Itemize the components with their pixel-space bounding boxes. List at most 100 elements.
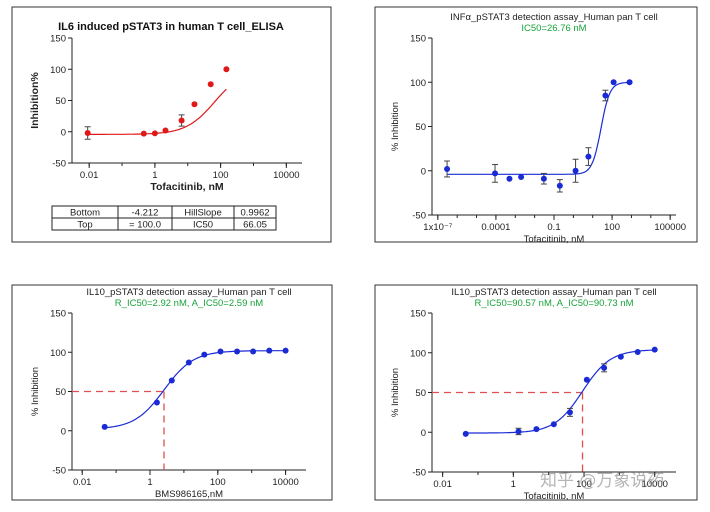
x-axis-label: Tofacitinib, nM	[524, 234, 585, 245]
y-tick-label: 50	[415, 122, 426, 133]
table-cell: 0.9962	[240, 208, 269, 219]
chart-p1: IL6 induced pSTAT3 in human T cell_ELISA…	[29, 21, 302, 231]
table-cell: = 100.0	[129, 220, 161, 231]
data-point	[282, 347, 289, 354]
y-tick-label: 150	[50, 309, 66, 320]
data-point	[153, 399, 160, 406]
y-tick-label: 100	[50, 65, 66, 76]
x-tick-label: 10000	[642, 479, 668, 490]
data-point	[84, 130, 91, 136]
x-tick-label: 100	[213, 170, 229, 181]
chart-subtitle: R_IC50=2.92 nM, A_IC50=2.59 nM	[115, 298, 263, 309]
data-point	[533, 426, 540, 433]
panel-1-frame	[11, 6, 332, 243]
x-tick-label: 1x10⁻⁷	[423, 222, 453, 233]
x-tick-label: 1	[511, 479, 516, 490]
data-point	[234, 348, 241, 355]
data-point	[444, 165, 451, 172]
x-tick-label: 10000	[273, 170, 299, 181]
y-axis-label: Inhibition%	[29, 72, 41, 129]
fit-curve	[447, 81, 630, 175]
data-point	[140, 130, 147, 137]
x-axis-label: Tofacitinib, nM	[524, 491, 585, 502]
y-tick-label: 150	[50, 34, 66, 45]
table-cell: Top	[77, 220, 92, 231]
data-point	[178, 117, 185, 124]
y-tick-label: 150	[410, 34, 426, 45]
table-cell: -4.212	[132, 208, 159, 219]
chart-p3: IL10_pSTAT3 detection assay_Human pan T …	[30, 287, 306, 500]
x-axis-label: BMS986165,nM	[155, 489, 223, 500]
y-tick-label: 0	[421, 166, 426, 177]
x-tick-label: 0.1	[547, 222, 560, 233]
x-tick-label: 100000	[654, 222, 686, 233]
data-point	[462, 430, 469, 437]
y-tick-label: 100	[410, 78, 426, 89]
y-axis-label: % Inhibition	[390, 102, 401, 151]
table-cell: Bottom	[70, 208, 100, 219]
data-point	[162, 127, 169, 134]
data-point	[540, 175, 547, 182]
watermark-text: 知乎 @万象说药	[540, 471, 665, 491]
data-point	[601, 364, 608, 371]
data-point	[506, 175, 513, 182]
y-tick-label: 50	[415, 388, 426, 399]
y-tick-label: 100	[50, 348, 66, 359]
data-point	[515, 428, 522, 435]
data-point	[566, 409, 573, 416]
data-point	[101, 423, 108, 430]
chart-p4: IL10_pSTAT3 detection assay_Human pan T …	[390, 287, 676, 502]
x-tick-label: 0.0001	[481, 222, 510, 233]
data-point	[610, 79, 617, 86]
data-point	[626, 79, 633, 86]
x-tick-label: 0.01	[80, 170, 99, 181]
y-tick-label: 150	[410, 309, 426, 320]
y-tick-label: -50	[412, 211, 426, 222]
data-point	[266, 347, 273, 354]
table-cell: IC50	[193, 220, 213, 231]
data-point	[223, 66, 230, 73]
data-point	[201, 351, 208, 358]
data-point	[634, 348, 641, 355]
chart-title: IL10_pSTAT3 detection assay_Human pan T …	[86, 287, 291, 298]
table-cell: HillSlope	[184, 208, 222, 219]
y-axis-label: % Inhibition	[390, 368, 401, 417]
panel-3-frame	[11, 284, 333, 501]
data-point	[250, 348, 257, 355]
data-point	[217, 348, 224, 355]
x-tick-label: 1	[147, 477, 152, 488]
data-point	[651, 346, 658, 353]
y-tick-label: 50	[55, 96, 66, 107]
chart-title: IL10_pSTAT3 detection assay_Human pan T …	[451, 287, 656, 298]
x-tick-label: 0.01	[433, 479, 452, 490]
data-point	[185, 359, 192, 366]
x-tick-label: 100	[210, 477, 226, 488]
y-tick-label: -50	[52, 159, 66, 170]
panel-2-frame	[374, 6, 698, 243]
x-tick-label: 0.01	[73, 477, 92, 488]
data-point	[550, 421, 557, 428]
data-point	[583, 376, 590, 383]
y-tick-label: 100	[410, 348, 426, 359]
data-point	[556, 182, 563, 189]
data-point	[585, 153, 592, 160]
y-tick-label: -50	[412, 468, 426, 479]
x-tick-label: 100	[604, 222, 620, 233]
data-point	[168, 377, 175, 384]
x-tick-label: 1	[152, 170, 157, 181]
y-axis-label: % Inhibition	[30, 367, 41, 416]
y-tick-label: 50	[55, 387, 66, 398]
data-point	[572, 167, 579, 174]
x-tick-label: 100	[576, 479, 592, 490]
data-point	[492, 170, 499, 177]
data-point	[518, 173, 525, 180]
y-tick-label: 0	[61, 426, 66, 437]
chart-subtitle: IC50=26.76 nM	[521, 23, 586, 34]
y-tick-label: -50	[52, 466, 66, 477]
chart-p2: INFα_pSTAT3 detection assay_Human pan T …	[390, 12, 686, 245]
chart-subtitle: R_IC50=90.57 nM, A_IC50=90.73 nM	[475, 298, 634, 309]
y-tick-label: 0	[421, 428, 426, 439]
fit-curve	[465, 349, 655, 434]
x-axis-label: Tofacitinib, nM	[150, 181, 224, 193]
